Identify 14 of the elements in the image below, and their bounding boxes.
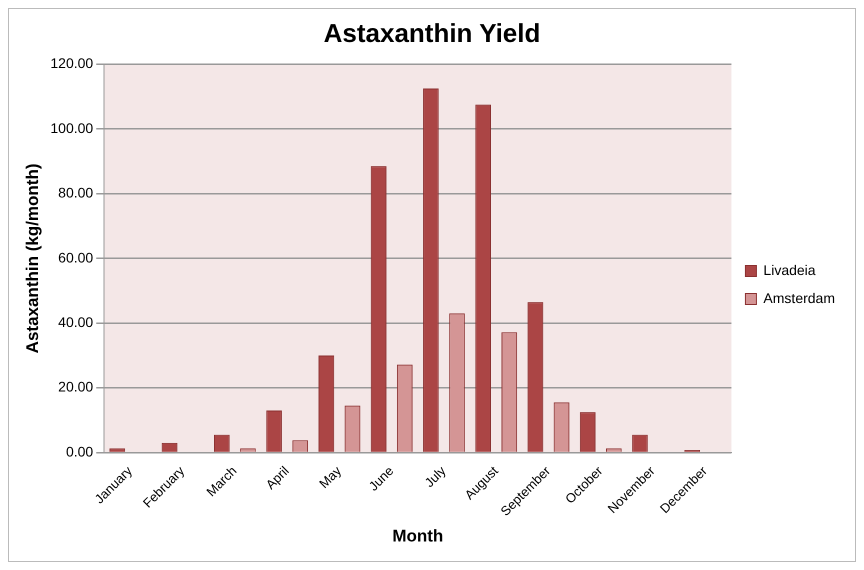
y-tick-label: 100.00 bbox=[50, 120, 94, 136]
x-axis-title: Month bbox=[392, 526, 444, 546]
y-tick-label: 60.00 bbox=[58, 249, 94, 266]
y-tick-label: 80.00 bbox=[58, 184, 94, 201]
y-axis-title: Astaxanthin (kg/month) bbox=[22, 163, 42, 354]
x-tick-label: May bbox=[316, 462, 344, 492]
y-tick-label: 0.00 bbox=[66, 443, 94, 460]
legend-label: Amsterdam bbox=[763, 290, 836, 306]
y-tick-label: 120.00 bbox=[50, 55, 94, 72]
y-tick-label: 20.00 bbox=[58, 378, 94, 395]
y-tick-label: 40.00 bbox=[58, 314, 94, 330]
chart-title: Astaxanthin Yield bbox=[324, 18, 540, 48]
legend-label: Livadeia bbox=[763, 262, 816, 278]
x-tick-label: July bbox=[422, 462, 449, 490]
